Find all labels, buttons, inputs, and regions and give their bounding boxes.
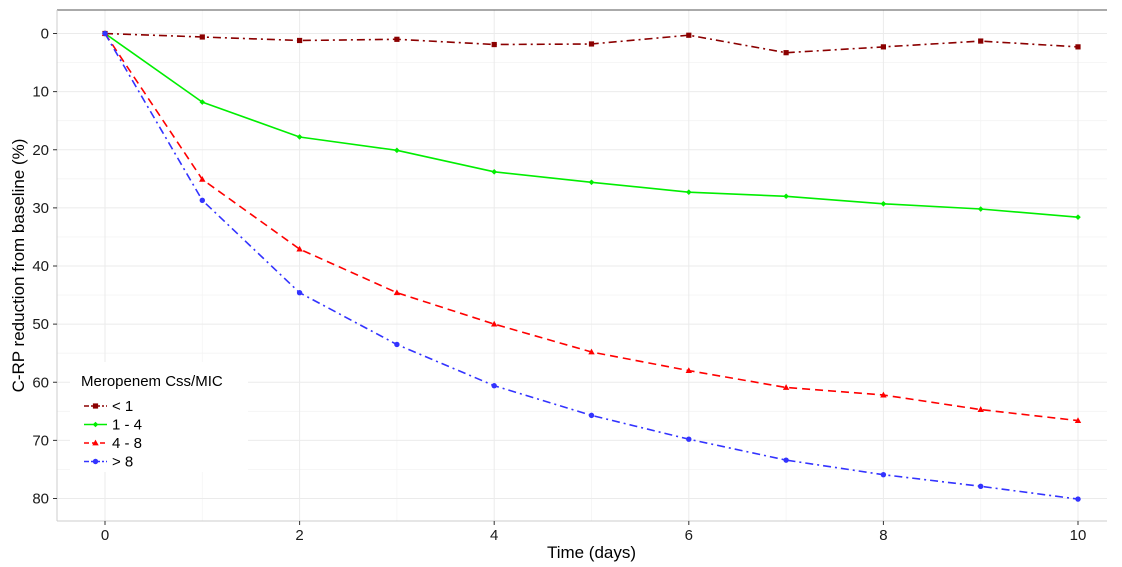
data-point	[491, 41, 497, 48]
data-point	[394, 147, 400, 154]
data-point	[685, 367, 692, 374]
data-point	[199, 34, 205, 40]
series-lines	[101, 30, 1082, 502]
data-point	[782, 384, 790, 390]
x-tick-label: 8	[879, 527, 887, 544]
data-point	[199, 99, 206, 105]
data-point	[491, 383, 497, 389]
y-tick-label: 80	[32, 491, 49, 508]
x-tick-label: 0	[101, 527, 109, 544]
data-point	[978, 38, 984, 44]
series-group	[102, 30, 1081, 220]
data-point	[977, 206, 984, 212]
legend-item: < 1	[84, 398, 133, 415]
data-point	[491, 169, 497, 175]
x-tick-label: 2	[295, 527, 303, 544]
data-point	[686, 436, 692, 442]
legend-label: < 1	[112, 398, 133, 415]
data-point	[199, 197, 205, 204]
data-point	[783, 193, 789, 200]
legend-label: 4 - 8	[112, 435, 142, 452]
data-point	[1075, 214, 1081, 220]
data-point	[102, 30, 108, 37]
data-point	[686, 32, 692, 38]
data-point	[394, 341, 400, 348]
y-tick-label: 70	[32, 432, 49, 449]
legend-key-marker	[92, 403, 99, 409]
data-point	[1075, 44, 1081, 50]
data-point	[1075, 496, 1081, 502]
x-tick-label: 4	[490, 527, 498, 544]
legend-key-marker	[92, 421, 99, 428]
data-point	[588, 348, 595, 355]
y-tick-label: 20	[32, 142, 49, 159]
legend-item: 4 - 8	[84, 435, 142, 452]
legend-key-marker	[92, 439, 99, 446]
data-point	[880, 391, 887, 398]
legend-item: > 8	[84, 454, 133, 471]
x-tick-label: 10	[1070, 527, 1087, 544]
data-point	[978, 483, 984, 489]
data-point	[880, 201, 887, 207]
legend-item: 1 - 4	[84, 417, 142, 434]
series-line	[104, 33, 1079, 500]
data-point	[588, 412, 595, 419]
data-point	[783, 457, 789, 463]
data-point	[880, 44, 886, 50]
data-point	[393, 289, 401, 296]
legend-label: > 8	[112, 454, 133, 471]
legend-title: Meropenem Css/MIC	[81, 373, 223, 390]
data-point	[296, 245, 303, 252]
legend: Meropenem Css/MIC < 1 1 - 44 - 8 > 8	[70, 362, 248, 472]
data-point	[199, 175, 206, 182]
data-point	[297, 37, 303, 44]
data-point	[783, 50, 789, 56]
y-tick-label: 50	[32, 316, 49, 333]
y-axis-title: C-RP reduction from baseline (%)	[9, 139, 28, 393]
data-point	[588, 41, 595, 47]
y-tick-label: 60	[32, 374, 49, 391]
data-point	[296, 290, 303, 296]
data-point	[588, 179, 595, 186]
data-point	[880, 471, 887, 478]
x-axis-title: Time (days)	[547, 543, 636, 562]
legend-label: 1 - 4	[112, 417, 142, 434]
data-point	[686, 189, 692, 195]
legend-key-marker	[92, 458, 99, 465]
y-tick-label: 40	[32, 258, 49, 275]
y-tick-label: 0	[41, 26, 49, 43]
y-tick-label: 30	[32, 200, 49, 217]
data-point	[296, 134, 303, 140]
axis-ticks: 0 2 4 6 8 10 0 10 20 30 40 50 60 70 80	[32, 26, 1086, 545]
series-group	[102, 30, 1081, 502]
data-point	[1074, 417, 1082, 424]
data-point	[394, 36, 400, 42]
y-tick-label: 10	[32, 84, 49, 101]
data-point	[977, 406, 984, 412]
data-point	[491, 320, 498, 327]
legend-background	[70, 362, 248, 472]
x-tick-label: 6	[685, 527, 693, 544]
